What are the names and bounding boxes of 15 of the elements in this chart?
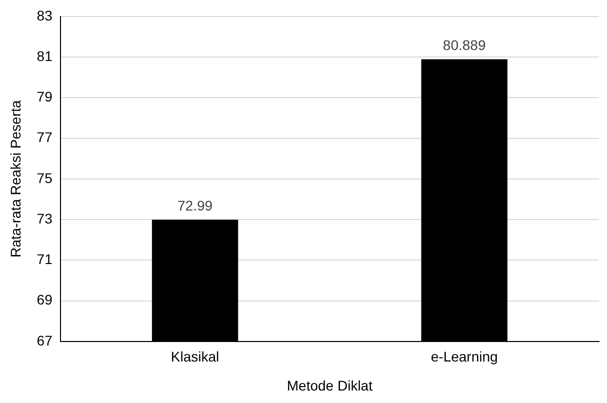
y-tick-label: 81	[36, 48, 53, 64]
x-axis-title: Metode Diklat	[286, 377, 373, 394]
y-tick-label: 67	[36, 332, 53, 348]
data-label: 72.99	[178, 198, 213, 214]
y-tick-label: 83	[36, 7, 53, 24]
y-tick-label: 75	[36, 170, 53, 186]
data-label: 80.889	[442, 37, 486, 54]
y-tick-label: 73	[36, 210, 53, 226]
y-axis-title: Rata-rata Reaksi Peserta	[7, 100, 24, 258]
y-tick-label: 77	[36, 129, 53, 146]
x-tick-label: Klasikal	[170, 348, 220, 365]
x-tick-label: e-Learning	[430, 348, 498, 365]
y-tick-label: 79	[36, 88, 53, 105]
y-tick-label: 71	[36, 251, 53, 268]
y-tick-label: 69	[36, 292, 53, 308]
